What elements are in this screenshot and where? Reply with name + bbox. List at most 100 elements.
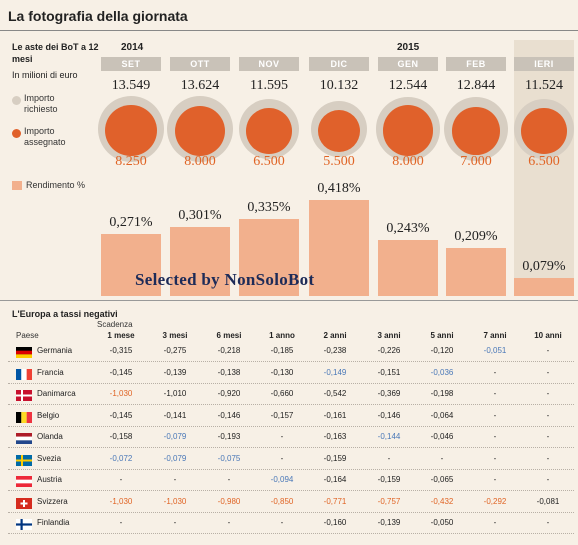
rate-cell: -0,051 bbox=[483, 346, 507, 355]
column-header: 10 anni bbox=[534, 331, 562, 340]
rate-cell: - bbox=[387, 453, 391, 463]
month-label: OTT bbox=[170, 57, 230, 71]
column-header: 6 mesi bbox=[216, 331, 242, 340]
flag-dk-icon bbox=[16, 388, 32, 401]
rate-cell: -1,030 bbox=[109, 389, 133, 398]
table-row: Francia -0,145 -0,139 -0,138 -0,130 -0,149 -0,… bbox=[8, 362, 574, 384]
table-row: Belgio -0,145 -0,141 -0,146 -0,157 -0,161 -0,1… bbox=[8, 405, 574, 427]
legend-yield-label: Rendimento % bbox=[26, 180, 86, 190]
column-header: 3 anni bbox=[377, 331, 401, 340]
yield-value: 0,243% bbox=[386, 221, 430, 237]
yield-value: 0,079% bbox=[522, 258, 566, 274]
rate-cell: -0,542 bbox=[323, 389, 347, 398]
yield-bar bbox=[378, 240, 438, 296]
rate-cell: -0,036 bbox=[430, 367, 454, 377]
rate-cell: -0,850 bbox=[270, 496, 294, 506]
watermark: Selected by NonSoloBot bbox=[135, 270, 315, 289]
rate-cell: -0,315 bbox=[109, 346, 133, 355]
yield-value: 0,271% bbox=[109, 214, 153, 230]
rate-cell: - bbox=[280, 518, 284, 527]
rate-cell: - bbox=[546, 346, 550, 355]
assigned-value: 8.000 bbox=[184, 154, 216, 169]
rate-cell: - bbox=[493, 518, 497, 527]
chart-subtitle: Le aste dei BoT a 12 mesi bbox=[12, 42, 99, 64]
rate-cell: -0,145 bbox=[109, 410, 133, 420]
rate-cell: - bbox=[280, 432, 284, 441]
column-header: 2 anni bbox=[323, 331, 347, 340]
country-name: Olanda bbox=[37, 432, 63, 441]
assigned-value: 8.250 bbox=[115, 154, 147, 169]
rate-cell: -0,139 bbox=[377, 518, 401, 527]
yield-value: 0,335% bbox=[247, 200, 291, 216]
country-name: Belgio bbox=[37, 410, 60, 420]
assigned-bubble bbox=[382, 105, 434, 156]
table-row-header: Paese bbox=[16, 331, 39, 340]
column-header: 1 mese bbox=[107, 331, 135, 340]
table-title: L'Europa a tassi negativi bbox=[12, 309, 118, 319]
rate-cell: - bbox=[546, 432, 550, 441]
rate-cell: - bbox=[546, 389, 550, 398]
legend-requested-label: Importo richiesto bbox=[24, 93, 58, 114]
rate-cell: -0,151 bbox=[377, 367, 401, 377]
rate-cell: - bbox=[173, 518, 177, 527]
year-label-2015: 2015 bbox=[397, 42, 420, 53]
rate-cell: -0,139 bbox=[163, 367, 187, 377]
rate-cell: -0,158 bbox=[109, 432, 133, 441]
rate-cell: -0,193 bbox=[217, 432, 241, 441]
flag-ch-icon bbox=[16, 496, 32, 509]
yield-bar bbox=[239, 219, 299, 296]
flag-at-icon bbox=[16, 474, 32, 487]
column-header: 5 anni bbox=[430, 331, 454, 340]
rate-cell: -0,141 bbox=[163, 410, 187, 420]
rate-cell: -1,030 bbox=[163, 496, 187, 506]
rate-cell: - bbox=[546, 410, 550, 420]
rate-cell: -0,660 bbox=[270, 389, 294, 398]
unit-label: In milioni di euro bbox=[12, 70, 78, 80]
table-row: Svezia -0,072 -0,079 -0,075 - -0,159 - - - - bbox=[8, 448, 574, 470]
table-row: Svizzera -1,030 -1,030 -0,980 -0,850 -0,771 -0… bbox=[8, 491, 574, 513]
table-row: Olanda -0,158 -0,079 -0,193 - -0,163 -0,144 -0,… bbox=[8, 426, 574, 448]
rate-cell: -0,226 bbox=[377, 346, 401, 355]
month-label: SET bbox=[101, 57, 161, 71]
rate-cell: -0,079 bbox=[163, 432, 187, 441]
rate-cell: -0,218 bbox=[217, 346, 241, 355]
yield-value: 0,209% bbox=[454, 229, 498, 244]
flag-nl-icon bbox=[16, 431, 32, 444]
rate-cell: -0,079 bbox=[163, 453, 187, 463]
rate-cell: -0,130 bbox=[270, 367, 294, 377]
table-row: Austria - - - -0,094 -0,164 -0,159 -0,065 - - bbox=[8, 469, 574, 491]
yield-value: 0,301% bbox=[178, 207, 222, 223]
rate-cell: -0,144 bbox=[377, 432, 401, 441]
table-col-header: Scadenza bbox=[97, 320, 133, 329]
yield-bar bbox=[101, 233, 161, 296]
assigned-value: 8.000 bbox=[392, 154, 424, 169]
rate-cell: - bbox=[493, 453, 497, 463]
country-name: Danimarca bbox=[37, 389, 76, 398]
requested-value: 12.544 bbox=[388, 78, 428, 93]
legend-assigned-label: Importo assegnato bbox=[24, 126, 66, 147]
rate-cell: - bbox=[493, 389, 497, 398]
rate-cell: -0,185 bbox=[270, 346, 294, 355]
rate-cell: - bbox=[493, 475, 497, 484]
legend-assigned-swatch bbox=[12, 129, 21, 138]
yield-bar bbox=[514, 277, 574, 296]
rate-cell: - bbox=[173, 475, 177, 484]
yield-bar bbox=[446, 248, 506, 296]
rate-cell: -0,081 bbox=[536, 496, 560, 506]
rate-cell: -0,980 bbox=[217, 496, 241, 506]
flag-fi-icon bbox=[16, 517, 32, 530]
rate-cell: -0,159 bbox=[377, 475, 401, 484]
rate-cell: -0,292 bbox=[483, 496, 507, 506]
rate-cell: -0,275 bbox=[163, 346, 187, 355]
column-header: 3 mesi bbox=[162, 331, 188, 340]
yield-value: 0,418% bbox=[317, 181, 361, 196]
rate-cell: -0,075 bbox=[217, 453, 241, 463]
requested-value: 11.595 bbox=[250, 78, 288, 93]
rate-cell: - bbox=[493, 432, 497, 441]
rate-cell: -0,145 bbox=[109, 367, 133, 377]
legend-requested-swatch bbox=[12, 96, 21, 105]
rate-cell: - bbox=[546, 475, 550, 484]
rate-cell: -0,146 bbox=[217, 410, 241, 420]
rate-cell: - bbox=[280, 453, 284, 463]
rate-cell: - bbox=[546, 518, 550, 527]
